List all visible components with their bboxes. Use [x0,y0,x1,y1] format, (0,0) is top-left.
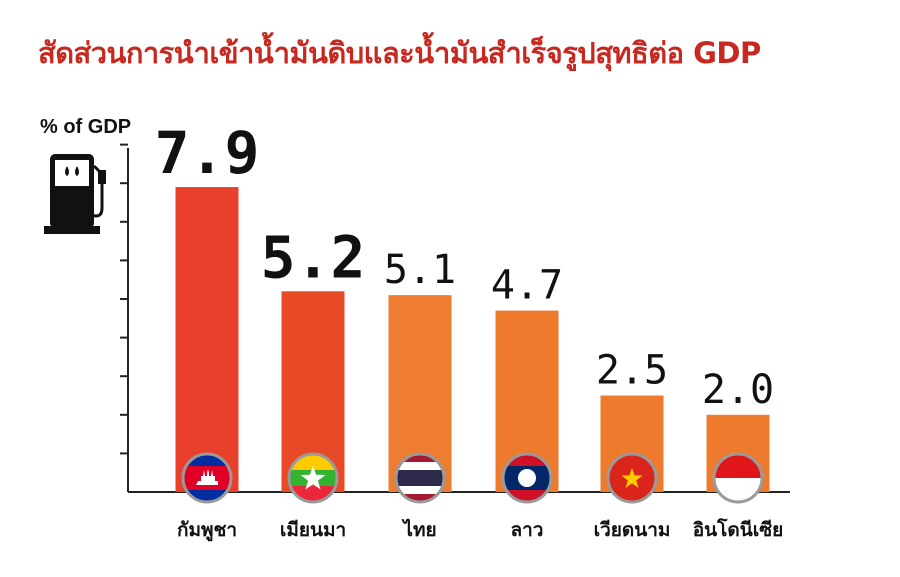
category-label: กัมพูชา [177,519,237,542]
flag-border [501,452,553,504]
flag-border [394,452,446,504]
category-label: ไทย [401,518,436,541]
bar [175,187,239,492]
flag-border [287,452,339,504]
bar-value-label: 5.1 [384,247,456,293]
flag-border [712,452,764,504]
flag-border [181,452,233,504]
bar-value-label: 4.7 [491,263,563,309]
bar-value-label: 2.0 [702,367,774,413]
bar-value-label: 7.9 [155,119,260,187]
category-label: อินโดนีเซีย [693,518,783,541]
fuel-pump-icon [44,154,106,234]
category-label: ลาว [511,519,544,541]
bar-value-label: 2.5 [596,348,668,394]
y-axis-unit-label: % of GDP [40,116,132,138]
chart-title: สัดส่วนการนำเข้าน้ำมันดิบและน้ำมันสำเร็จ… [38,36,761,70]
bar-value-label: 5.2 [261,223,366,291]
category-label: เวียดนาม [594,519,671,541]
flag-border [606,452,658,504]
category-label: เมียนมา [280,519,346,541]
